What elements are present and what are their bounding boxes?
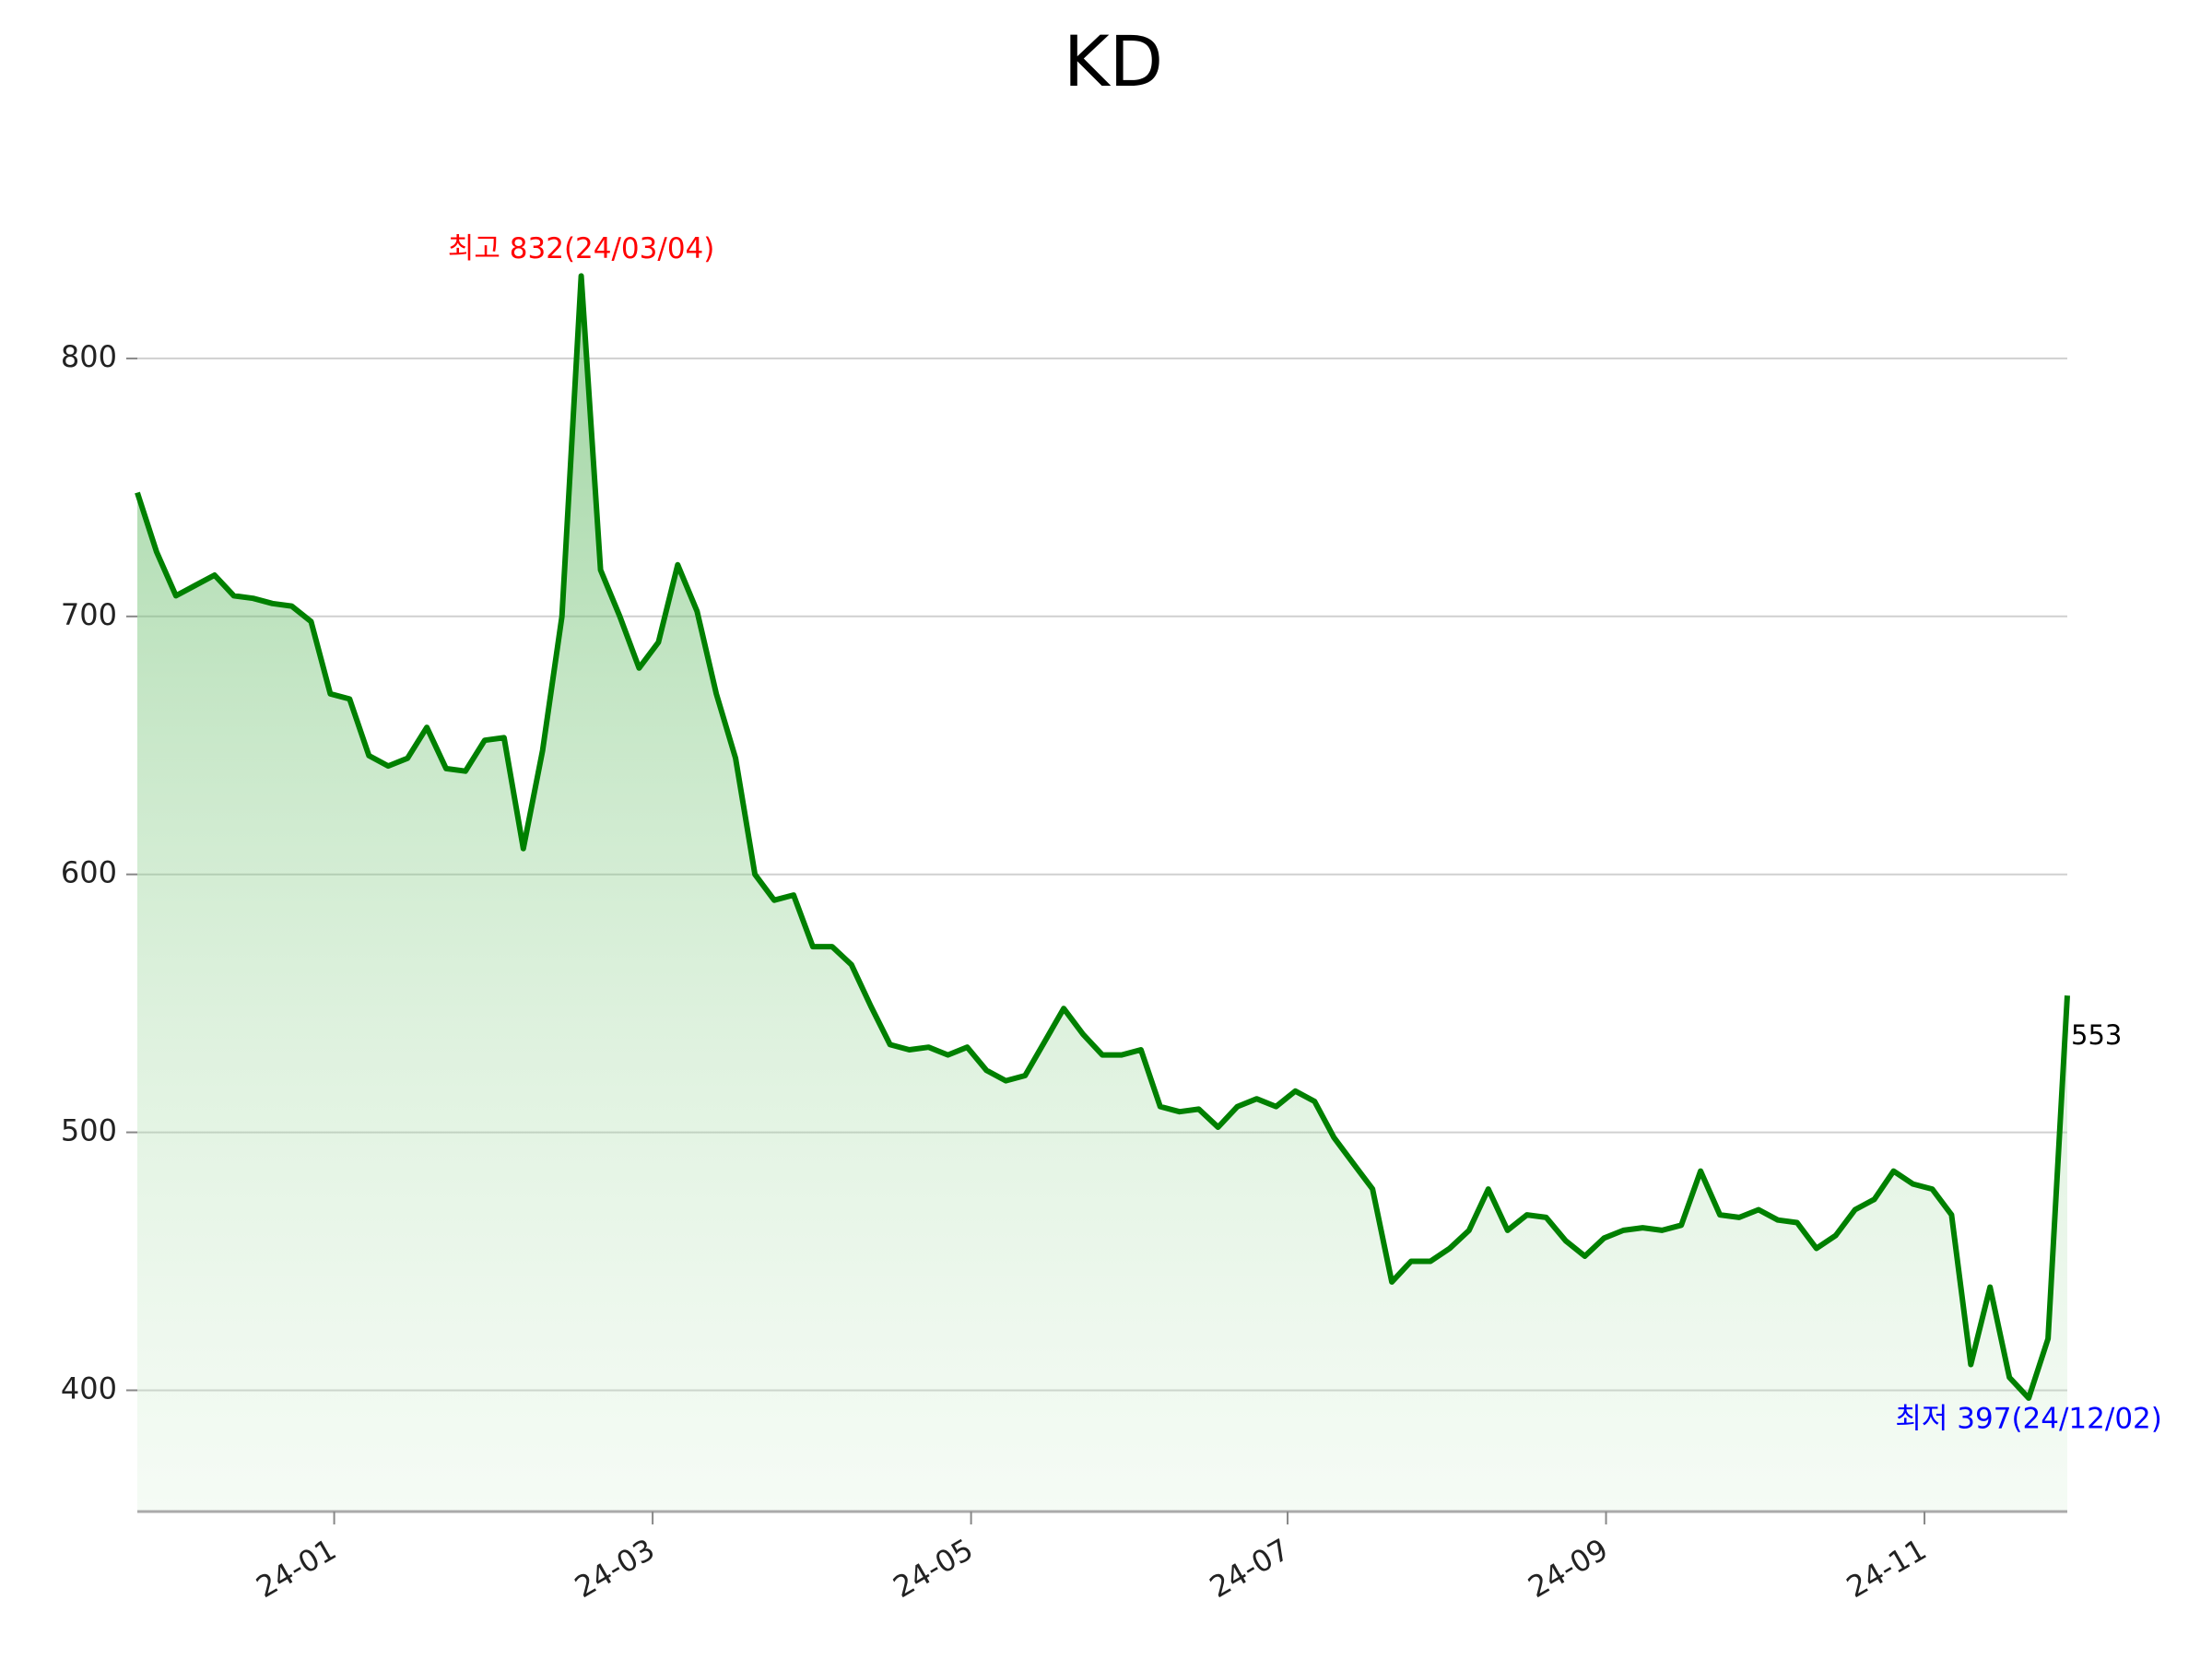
chart-title: KD (1064, 20, 1163, 102)
x-tick-label: 24-11 (1841, 1532, 1933, 1605)
y-tick-label: 500 (61, 1113, 117, 1148)
x-tick-label: 24-07 (1204, 1532, 1296, 1605)
price-line (135, 273, 2070, 1401)
area (137, 276, 2067, 1512)
y-tick-label: 700 (61, 597, 117, 632)
y-tick-label: 800 (61, 339, 117, 374)
y-tick-label: 600 (61, 855, 117, 890)
max-annotation: 최고 832(24/03/04) (448, 232, 714, 265)
x-tick-label: 24-03 (569, 1532, 661, 1605)
x-tick-label: 24-05 (888, 1532, 980, 1605)
last-value-label: 553 (2071, 1019, 2122, 1051)
x-tick-label: 24-09 (1523, 1532, 1615, 1605)
min-annotation: 최저 397(24/12/02) (1895, 1402, 2161, 1435)
y-tick-label: 400 (61, 1371, 117, 1406)
x-tick-label: 24-01 (251, 1532, 343, 1605)
